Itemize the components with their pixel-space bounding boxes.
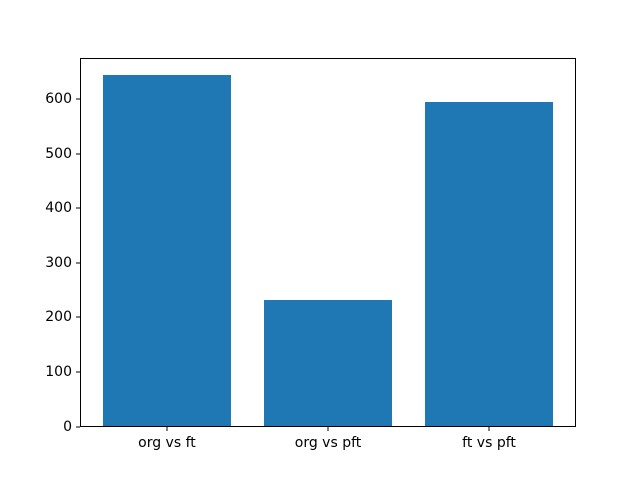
y-tick-label: 400	[45, 200, 72, 217]
x-tick-mark	[488, 426, 490, 431]
x-tick-mark	[327, 426, 329, 431]
x-tick-label: org vs pft	[294, 434, 362, 451]
y-tick-label: 200	[45, 309, 72, 326]
bar-org-vs-pft	[263, 300, 393, 427]
y-tick-label: 100	[45, 363, 72, 380]
y-tick-mark	[76, 207, 80, 209]
bar-org-vs-ft	[102, 74, 232, 427]
y-tick-mark	[76, 316, 80, 318]
y-tick-label: 500	[45, 145, 72, 162]
y-tick-mark	[76, 426, 80, 427]
y-tick-mark	[76, 262, 80, 264]
y-tick-mark	[76, 371, 80, 373]
x-tick-mark	[166, 426, 168, 431]
y-tick-label: 300	[45, 254, 72, 271]
y-tick-label: 0	[63, 418, 72, 435]
bar-ft-vs-pft	[424, 102, 554, 427]
x-tick-label: ft vs pft	[462, 434, 516, 451]
y-tick-mark	[76, 153, 80, 155]
y-tick-label: 600	[45, 91, 72, 108]
y-tick-mark	[76, 98, 80, 100]
x-tick-label: org vs ft	[138, 434, 196, 451]
